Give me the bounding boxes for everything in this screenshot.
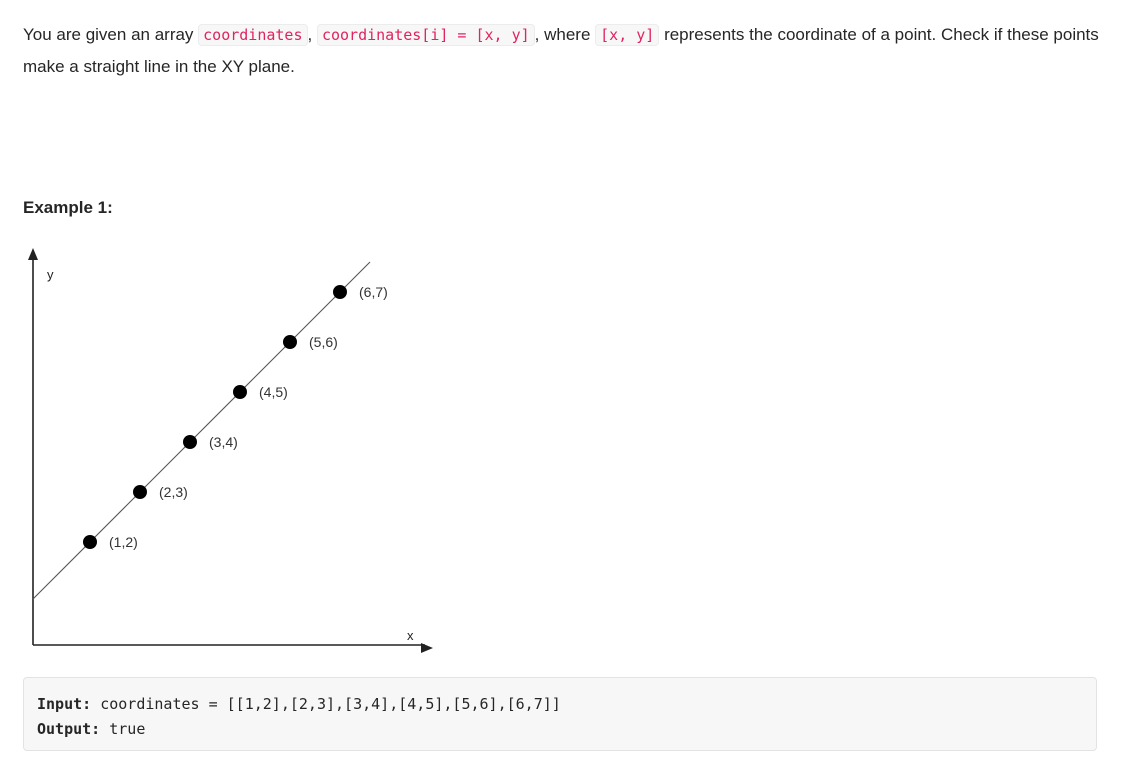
point-label-3: (3,4): [209, 434, 238, 450]
desc-text-4: represents the coordinate of a point. Ch…: [23, 25, 1099, 76]
data-point-2: [133, 485, 147, 499]
points-layer: (1,2) (2,3) (3,4) (4,5) (5,6) (6,7): [83, 284, 388, 550]
input-value: coordinates = [[1,2],[2,3],[3,4],[4,5],[…: [91, 695, 561, 713]
y-axis-arrow: [28, 248, 38, 260]
example-plot: y x (1,2) (2,3) (3,4) (4,5) (5,6) (6,7): [28, 248, 433, 653]
trend-line: [32, 261, 371, 600]
point-label-6: (6,7): [359, 284, 388, 300]
point-label-4: (4,5): [259, 384, 288, 400]
code-xy: [x, y]: [595, 24, 660, 46]
problem-description: You are given an array coordinates, coor…: [23, 19, 1113, 82]
input-line: Input: coordinates = [[1,2],[2,3],[3,4],…: [37, 692, 1083, 717]
example-code-block: Input: coordinates = [[1,2],[2,3],[3,4],…: [23, 677, 1097, 751]
x-axis-arrow: [421, 643, 433, 653]
input-label: Input:: [37, 695, 92, 713]
data-point-4: [233, 385, 247, 399]
example-title: Example 1:: [23, 198, 113, 217]
output-value: true: [100, 720, 146, 738]
code-coordinates: coordinates: [198, 24, 308, 46]
point-label-5: (5,6): [309, 334, 338, 350]
output-line: Output: true: [37, 717, 1083, 742]
desc-text-3: , where: [534, 25, 596, 44]
y-axis-label: y: [47, 267, 54, 282]
point-label-1: (1,2): [109, 534, 138, 550]
output-label: Output:: [37, 720, 101, 738]
desc-text-1: You are given an array: [23, 25, 199, 44]
x-axis-label: x: [407, 628, 414, 643]
data-point-6: [333, 285, 347, 299]
data-point-3: [183, 435, 197, 449]
data-point-5: [283, 335, 297, 349]
desc-text-2: ,: [307, 25, 317, 44]
data-point-1: [83, 535, 97, 549]
code-coordinates-i: coordinates[i] = [x, y]: [316, 24, 535, 46]
point-label-2: (2,3): [159, 484, 188, 500]
